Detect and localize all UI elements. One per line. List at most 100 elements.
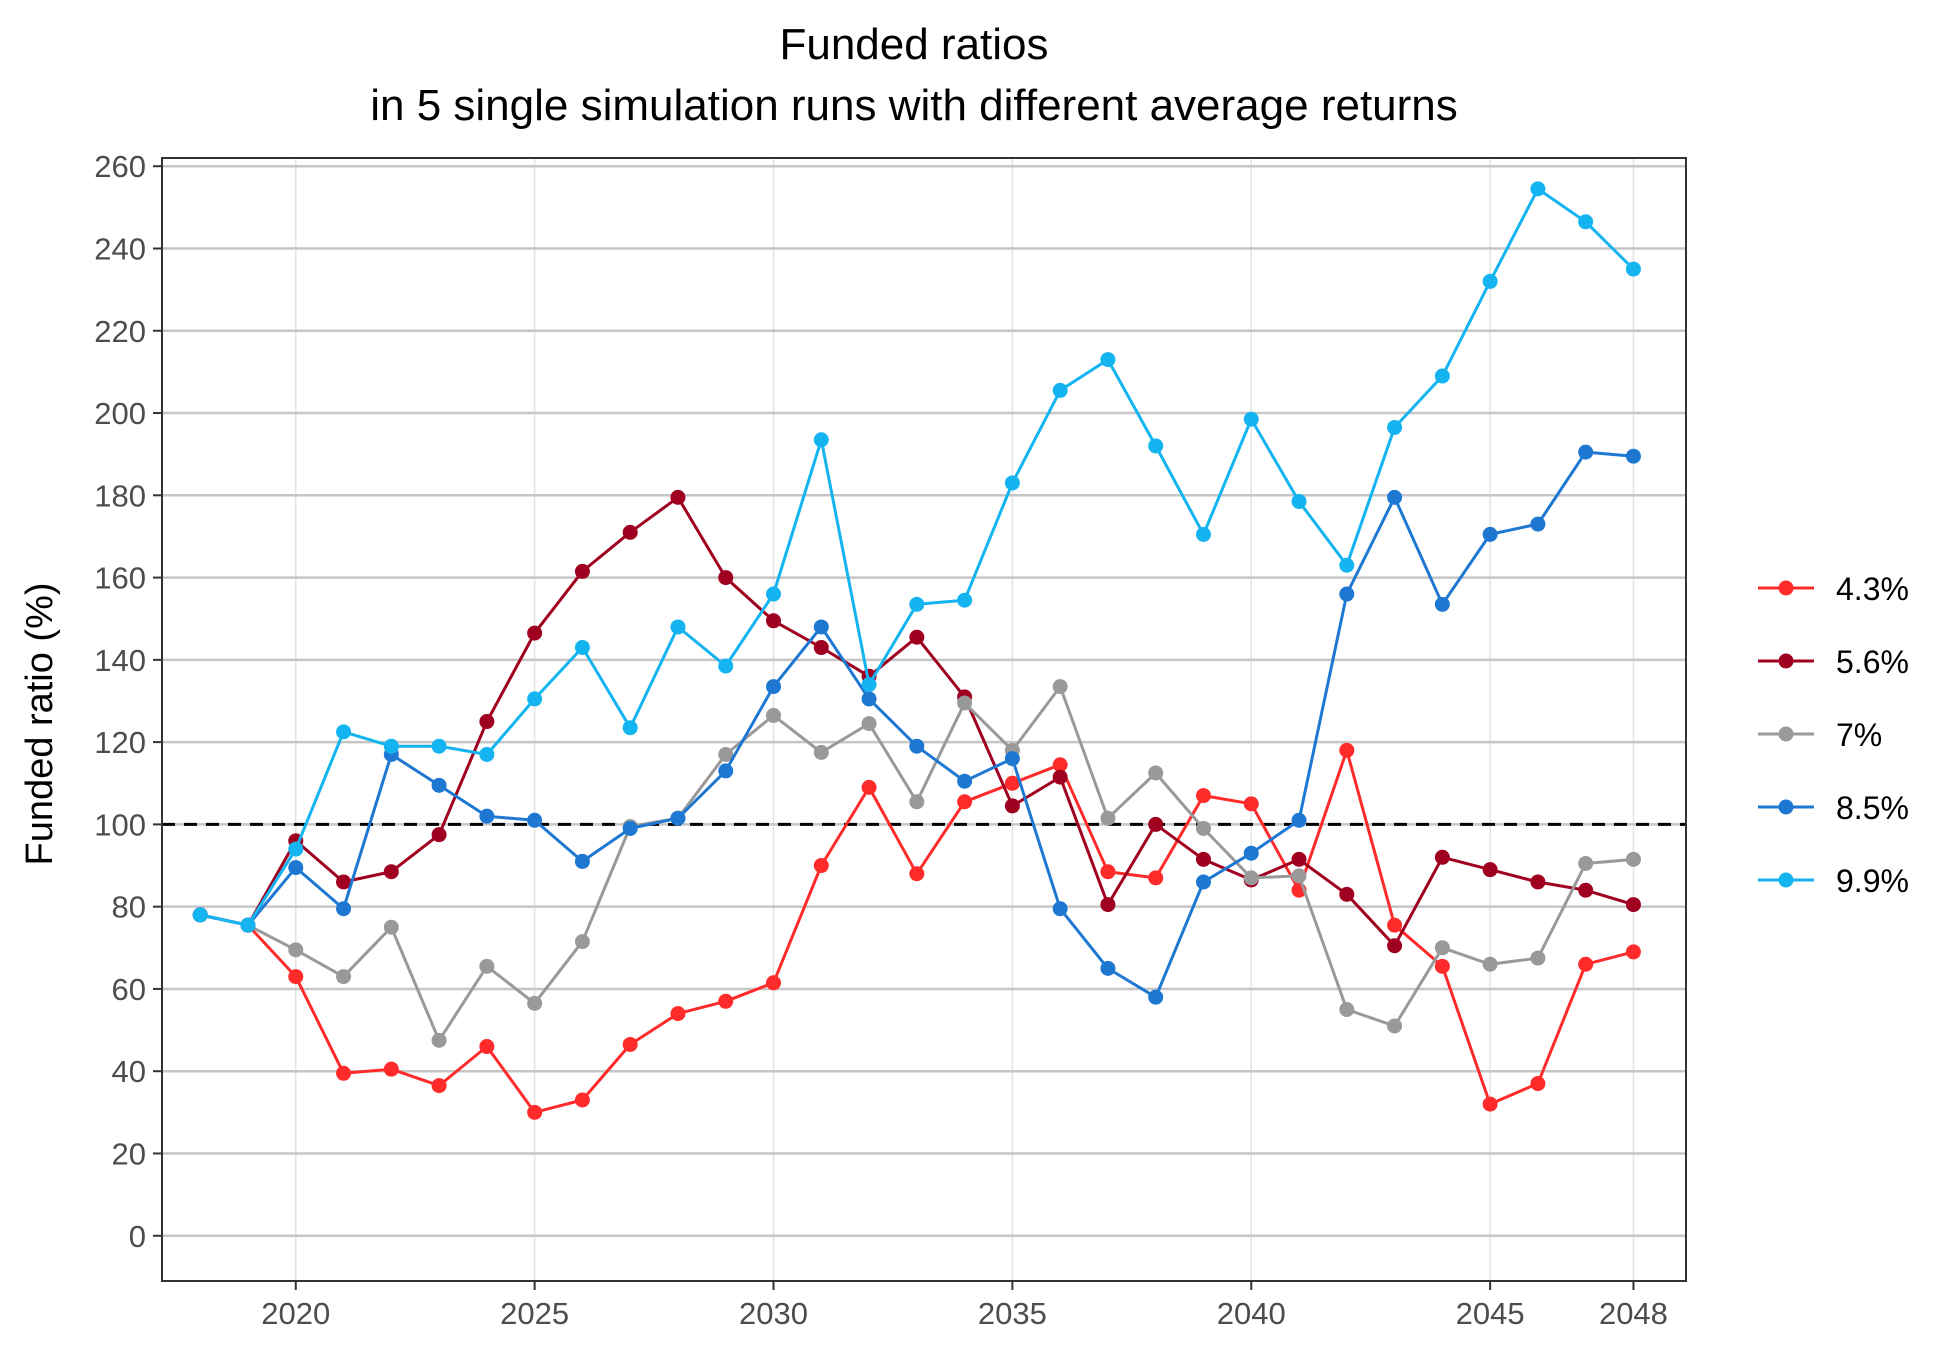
data-point [670, 489, 686, 505]
legend-item: 4.3% [1758, 571, 1909, 607]
chart-title: Funded ratios [779, 20, 1048, 69]
data-point [1052, 901, 1068, 917]
data-point [288, 969, 304, 985]
data-point [1387, 938, 1403, 954]
data-point [1100, 864, 1116, 880]
data-point [527, 691, 543, 707]
data-point [1578, 956, 1594, 972]
data-point [1291, 493, 1307, 509]
data-point [431, 1032, 447, 1048]
data-point [957, 592, 973, 608]
data-point [1148, 438, 1164, 454]
data-point [718, 993, 734, 1009]
data-point [670, 619, 686, 635]
data-point [336, 724, 352, 740]
panel-border [161, 157, 1687, 1282]
y-tick-label: 120 [94, 725, 146, 760]
data-point [718, 746, 734, 762]
data-point [1243, 411, 1259, 427]
data-point [622, 821, 638, 837]
data-point [622, 1036, 638, 1052]
data-point [431, 827, 447, 843]
data-point [766, 586, 782, 602]
data-point [431, 777, 447, 793]
data-point [1195, 821, 1211, 837]
data-point [1004, 798, 1020, 814]
data-point [527, 812, 543, 828]
data-point [1100, 960, 1116, 976]
data-point [1004, 775, 1020, 791]
data-point [1482, 273, 1498, 289]
series-8.5% [192, 444, 1641, 1005]
data-point [1434, 849, 1450, 865]
data-point [1148, 816, 1164, 832]
data-point [383, 864, 399, 880]
y-tick-label: 40 [112, 1054, 146, 1089]
data-point [909, 738, 925, 754]
data-point [909, 866, 925, 882]
data-point [1291, 851, 1307, 867]
x-tick-label: 2040 [1217, 1296, 1286, 1331]
axis-layer: 2020 2025 2030 2035 2040 2045 2048020406080100… [94, 149, 1668, 1331]
data-point [909, 596, 925, 612]
legend-item: 8.5% [1758, 790, 1909, 826]
data-point [1482, 1096, 1498, 1112]
y-tick-label: 20 [112, 1136, 146, 1171]
data-point [957, 695, 973, 711]
data-point [288, 860, 304, 876]
data-point [1100, 810, 1116, 826]
legend-key-point [1778, 799, 1794, 815]
data-point [527, 625, 543, 641]
data-point [1148, 870, 1164, 886]
data-point [861, 716, 877, 732]
data-point [479, 1039, 495, 1055]
data-point [1434, 940, 1450, 956]
data-point [336, 1065, 352, 1081]
data-point [766, 707, 782, 723]
data-point [670, 810, 686, 826]
data-point [1195, 526, 1211, 542]
y-tick-label: 200 [94, 396, 146, 431]
y-tick-label: 0 [129, 1219, 146, 1254]
data-point [574, 853, 590, 869]
data-point [1339, 742, 1355, 758]
data-point [1530, 181, 1546, 197]
data-point [813, 432, 829, 448]
data-point [479, 714, 495, 730]
data-point [479, 808, 495, 824]
legend-label: 9.9% [1836, 863, 1909, 899]
data-point [1052, 382, 1068, 398]
legend-item: 7% [1758, 717, 1882, 753]
y-axis-title: Funded ratio (%) [19, 582, 61, 865]
data-point [383, 738, 399, 754]
data-point [861, 691, 877, 707]
data-point [1482, 956, 1498, 972]
legend-label: 4.3% [1836, 571, 1909, 607]
data-point [1530, 516, 1546, 532]
data-point [1387, 917, 1403, 933]
data-point [1387, 419, 1403, 435]
legend-label: 7% [1836, 717, 1882, 753]
data-point [813, 744, 829, 760]
legend-label: 5.6% [1836, 644, 1909, 680]
data-point [1243, 870, 1259, 886]
data-point [1578, 214, 1594, 230]
data-point [1195, 851, 1211, 867]
legend-key-point [1778, 653, 1794, 669]
legend-label: 8.5% [1836, 790, 1909, 826]
y-tick-label: 60 [112, 972, 146, 1007]
data-point [1625, 897, 1641, 913]
data-point [1482, 526, 1498, 542]
data-point [957, 794, 973, 810]
x-tick-label: 2020 [261, 1296, 330, 1331]
data-point [1530, 950, 1546, 966]
data-point [1195, 874, 1211, 890]
data-point [336, 874, 352, 890]
data-point [1434, 958, 1450, 974]
data-point [336, 901, 352, 917]
legend-key-point [1778, 580, 1794, 596]
y-tick-label: 260 [94, 149, 146, 184]
data-point [813, 640, 829, 656]
data-point [574, 1092, 590, 1108]
